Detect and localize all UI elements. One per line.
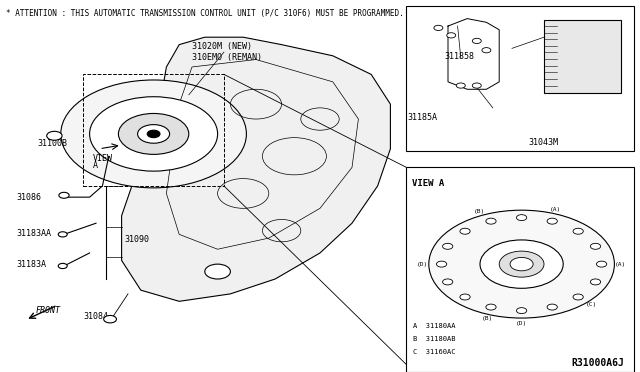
- Text: 31039: 31039: [586, 55, 609, 64]
- Circle shape: [59, 192, 69, 198]
- Text: VIEW: VIEW: [93, 154, 113, 163]
- Circle shape: [499, 251, 544, 277]
- Text: (B): (B): [482, 316, 493, 321]
- Circle shape: [460, 294, 470, 300]
- Text: 31086: 31086: [16, 193, 41, 202]
- Text: (PROGRAM: (PROGRAM: [586, 64, 620, 70]
- Text: 31020M (NEW): 31020M (NEW): [192, 42, 252, 51]
- Text: 311858: 311858: [445, 52, 475, 61]
- Circle shape: [480, 240, 563, 288]
- Circle shape: [429, 210, 614, 318]
- Circle shape: [547, 218, 557, 224]
- Circle shape: [456, 83, 465, 88]
- Circle shape: [436, 261, 447, 267]
- Bar: [544, 20, 621, 93]
- Circle shape: [58, 232, 67, 237]
- Circle shape: [460, 228, 470, 234]
- Text: (A): (A): [615, 262, 627, 267]
- Text: (D): (D): [417, 262, 428, 267]
- Text: R31000A6J: R31000A6J: [571, 357, 624, 368]
- Text: FRONT: FRONT: [35, 306, 60, 315]
- Circle shape: [58, 263, 67, 269]
- Circle shape: [205, 264, 230, 279]
- Circle shape: [516, 308, 527, 314]
- Circle shape: [472, 83, 481, 88]
- Text: B  31180AB: B 31180AB: [413, 336, 455, 341]
- Text: 31185A: 31185A: [408, 113, 438, 122]
- Circle shape: [104, 315, 116, 323]
- Text: 31043M: 31043M: [528, 138, 558, 147]
- Text: DATA): DATA): [586, 69, 607, 76]
- Text: (B): (B): [474, 209, 485, 214]
- Circle shape: [596, 261, 607, 267]
- Circle shape: [486, 304, 496, 310]
- Circle shape: [443, 279, 453, 285]
- Text: (D): (D): [516, 321, 527, 326]
- Circle shape: [443, 243, 453, 249]
- Circle shape: [516, 215, 527, 221]
- Circle shape: [573, 294, 583, 300]
- Text: W310F6: W310F6: [588, 41, 615, 50]
- Text: A  31180AA: A 31180AA: [413, 323, 455, 328]
- Bar: [406, 6, 634, 151]
- Text: (A): (A): [550, 208, 561, 212]
- Text: VIEW A: VIEW A: [412, 179, 444, 187]
- Text: 31084: 31084: [83, 312, 108, 321]
- Text: * ATTENTION : THIS AUTOMATIC TRANSMISSION CONTROL UNIT (P/C 310F6) MUST BE PROGR: * ATTENTION : THIS AUTOMATIC TRANSMISSIO…: [6, 9, 404, 18]
- Circle shape: [434, 25, 443, 31]
- Text: 31090: 31090: [125, 235, 150, 244]
- Text: C  31160AC: C 31160AC: [413, 349, 455, 355]
- Circle shape: [486, 218, 496, 224]
- Text: 31100B: 31100B: [37, 139, 67, 148]
- Circle shape: [472, 38, 481, 44]
- Circle shape: [61, 80, 246, 188]
- Text: 31183AA: 31183AA: [16, 229, 51, 238]
- Circle shape: [590, 279, 600, 285]
- Circle shape: [138, 125, 170, 143]
- Circle shape: [510, 257, 533, 271]
- Circle shape: [47, 131, 62, 140]
- Circle shape: [118, 113, 189, 154]
- Bar: [406, 167, 634, 372]
- Circle shape: [590, 243, 600, 249]
- Circle shape: [573, 228, 583, 234]
- Circle shape: [147, 130, 160, 138]
- Circle shape: [90, 97, 218, 171]
- Text: 31183A: 31183A: [16, 260, 46, 269]
- Text: A: A: [93, 161, 98, 170]
- Circle shape: [447, 33, 456, 38]
- Text: (C): (C): [586, 302, 597, 307]
- Text: 310EMO (REMAN): 310EMO (REMAN): [192, 53, 262, 62]
- Polygon shape: [122, 37, 390, 301]
- Circle shape: [482, 48, 491, 53]
- Circle shape: [547, 304, 557, 310]
